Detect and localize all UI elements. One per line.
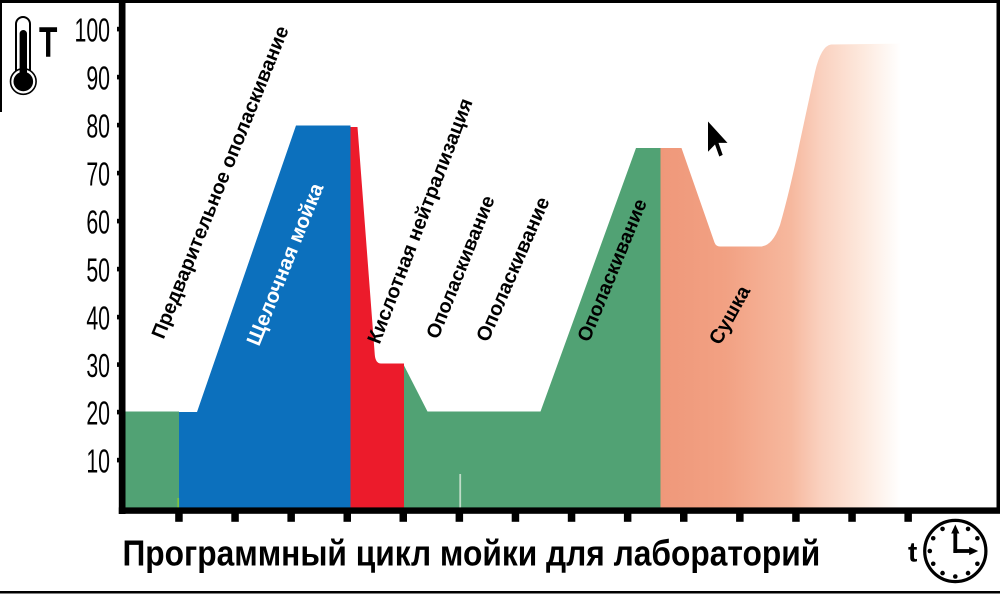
svg-text:40: 40 (86, 300, 110, 337)
svg-text:10: 10 (86, 443, 110, 480)
svg-text:60: 60 (86, 204, 110, 241)
svg-text:30: 30 (86, 347, 110, 384)
svg-text:90: 90 (86, 60, 110, 97)
svg-text:80: 80 (86, 108, 110, 145)
svg-text:70: 70 (86, 156, 110, 193)
svg-text:100: 100 (74, 12, 110, 49)
svg-text:t: t (908, 537, 917, 568)
svg-text:20: 20 (86, 395, 110, 432)
svg-text:Программный цикл мойки для лаб: Программный цикл мойки для лабораторий (123, 533, 821, 574)
svg-text:50: 50 (86, 252, 110, 289)
svg-text:T: T (39, 17, 58, 66)
